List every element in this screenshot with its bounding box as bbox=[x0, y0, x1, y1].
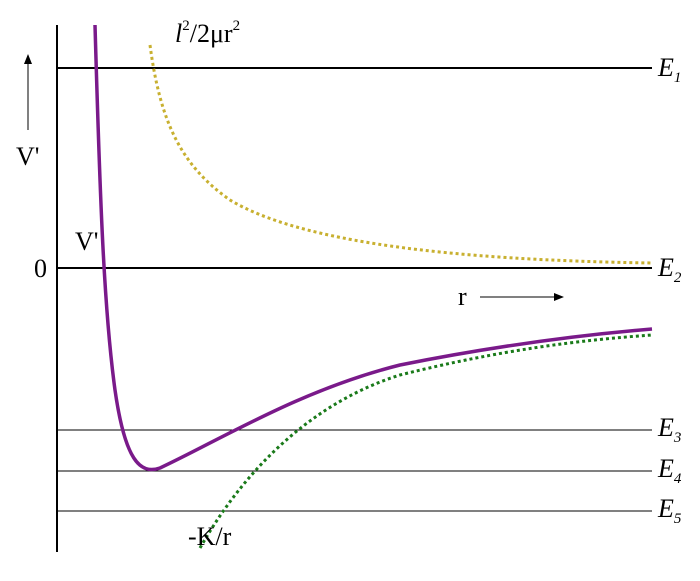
centrifugal-label: l2/2μr2 bbox=[175, 18, 240, 48]
axis-label: V' bbox=[16, 142, 39, 171]
zero-label: 0 bbox=[34, 254, 47, 283]
coulomb-curve bbox=[198, 333, 653, 549]
effective-potential-curve bbox=[93, 24, 653, 472]
energy-label: E2 bbox=[657, 253, 682, 286]
centrifugal-curve bbox=[148, 44, 653, 265]
r-label: r bbox=[458, 282, 467, 311]
energy-label: E5 bbox=[657, 494, 682, 527]
curve-label: V' bbox=[75, 227, 98, 256]
energy-label: E3 bbox=[657, 413, 681, 446]
coulomb-label: -K/r bbox=[188, 522, 232, 551]
energy-label: E4 bbox=[657, 454, 682, 487]
energy-label: E1 bbox=[657, 53, 681, 86]
